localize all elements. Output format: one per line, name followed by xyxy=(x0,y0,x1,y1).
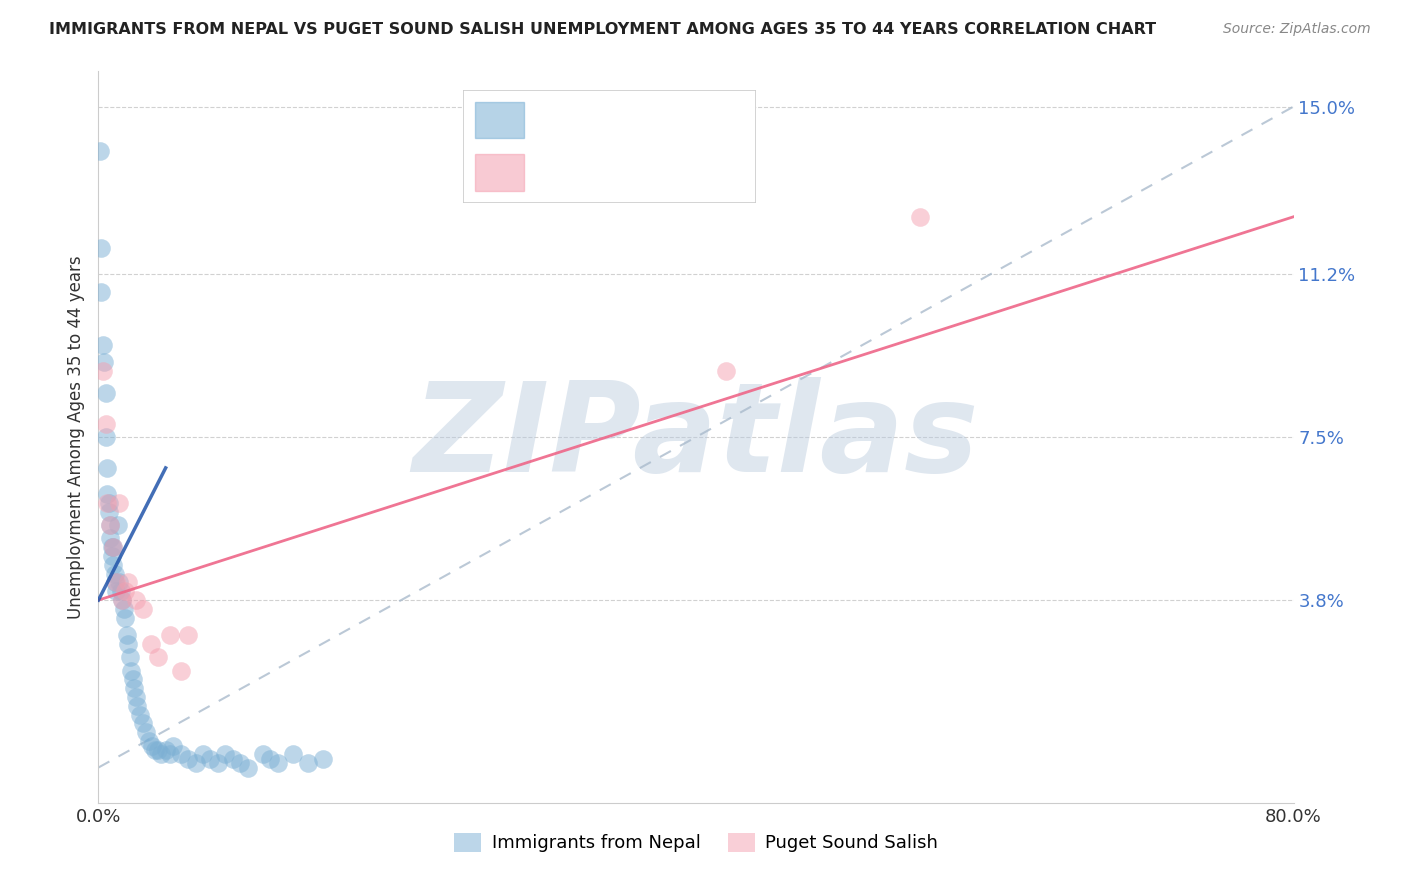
Y-axis label: Unemployment Among Ages 35 to 44 years: Unemployment Among Ages 35 to 44 years xyxy=(66,255,84,619)
Point xyxy=(159,747,181,762)
Point xyxy=(111,593,134,607)
Point xyxy=(150,747,173,762)
Point xyxy=(207,756,229,771)
Point xyxy=(117,575,139,590)
Point xyxy=(114,611,136,625)
Point xyxy=(129,707,152,722)
Point xyxy=(162,739,184,753)
Point xyxy=(98,518,122,533)
Point xyxy=(98,532,122,546)
Point xyxy=(200,752,222,766)
Point xyxy=(117,637,139,651)
Point xyxy=(118,650,141,665)
Point xyxy=(252,747,274,762)
Point xyxy=(93,355,115,369)
Point xyxy=(148,650,170,665)
Point xyxy=(259,752,281,766)
Point xyxy=(222,752,245,766)
Text: IMMIGRANTS FROM NEPAL VS PUGET SOUND SALISH UNEMPLOYMENT AMONG AGES 35 TO 44 YEA: IMMIGRANTS FROM NEPAL VS PUGET SOUND SAL… xyxy=(49,22,1156,37)
Point xyxy=(125,593,148,607)
Point xyxy=(103,540,125,554)
Point xyxy=(107,518,129,533)
Point xyxy=(135,725,157,739)
Point xyxy=(91,337,114,351)
Point xyxy=(155,743,177,757)
Point xyxy=(110,584,132,599)
Point xyxy=(90,241,112,255)
Point xyxy=(908,210,931,224)
Point xyxy=(138,734,160,748)
Point xyxy=(229,756,252,771)
Point xyxy=(97,496,120,510)
Point xyxy=(105,584,128,599)
Point xyxy=(96,496,118,510)
Point xyxy=(120,664,142,678)
Point xyxy=(714,364,737,378)
Point xyxy=(169,664,191,678)
Point xyxy=(98,518,122,533)
Point xyxy=(115,628,138,642)
Point xyxy=(139,637,162,651)
Point xyxy=(94,417,117,431)
Legend: Immigrants from Nepal, Puget Sound Salish: Immigrants from Nepal, Puget Sound Salis… xyxy=(447,826,945,860)
Point xyxy=(101,549,124,563)
Text: Source: ZipAtlas.com: Source: ZipAtlas.com xyxy=(1223,22,1371,37)
Point xyxy=(108,496,131,510)
Point xyxy=(267,756,290,771)
Point xyxy=(132,716,155,731)
Point xyxy=(104,566,127,581)
Point xyxy=(94,430,117,444)
Point xyxy=(94,386,117,401)
Point xyxy=(281,747,304,762)
Point xyxy=(108,575,131,590)
Point xyxy=(143,743,166,757)
Point xyxy=(121,673,143,687)
Point xyxy=(141,739,163,753)
Point xyxy=(96,461,118,475)
Point xyxy=(96,487,118,501)
Point xyxy=(91,364,114,378)
Point xyxy=(148,743,170,757)
Point xyxy=(177,752,200,766)
Point xyxy=(114,584,136,599)
Point xyxy=(236,760,259,774)
Point xyxy=(111,593,134,607)
Point xyxy=(297,756,319,771)
Point xyxy=(97,505,120,519)
Point xyxy=(214,747,236,762)
Point xyxy=(90,285,112,299)
Point xyxy=(124,681,146,696)
Point xyxy=(184,756,207,771)
Point xyxy=(112,602,135,616)
Point xyxy=(169,747,191,762)
Point xyxy=(103,558,125,572)
Point xyxy=(101,540,124,554)
Point xyxy=(132,602,155,616)
Point xyxy=(104,575,127,590)
Point xyxy=(127,698,149,713)
Point xyxy=(159,628,181,642)
Text: ZIPatlas: ZIPatlas xyxy=(413,376,979,498)
Point xyxy=(105,575,128,590)
Point xyxy=(89,144,111,158)
Point xyxy=(125,690,148,704)
Point xyxy=(177,628,200,642)
Point xyxy=(311,752,333,766)
Point xyxy=(103,540,125,554)
Point xyxy=(191,747,214,762)
